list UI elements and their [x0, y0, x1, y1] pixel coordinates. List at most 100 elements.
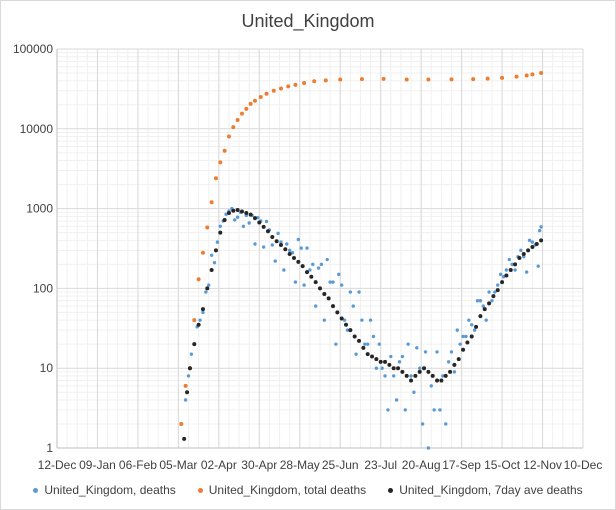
data-point — [500, 280, 505, 285]
x-tick-label: 12-Nov — [523, 458, 562, 472]
data-point — [334, 342, 338, 346]
data-point — [282, 268, 286, 272]
data-point — [248, 101, 253, 106]
legend-marker — [197, 487, 203, 493]
data-point — [192, 342, 197, 347]
legend-label: United_Kingdom, deaths — [44, 483, 176, 497]
data-point — [380, 366, 384, 370]
data-point — [256, 215, 260, 220]
data-point — [278, 242, 283, 247]
data-point — [418, 366, 422, 370]
y-tick-label: 10000 — [20, 122, 54, 136]
data-point — [200, 250, 205, 255]
data-point — [331, 304, 336, 309]
data-point — [397, 360, 402, 364]
data-point — [209, 253, 214, 257]
data-point — [200, 307, 205, 312]
data-point — [485, 76, 490, 81]
data-point — [391, 374, 396, 378]
data-point — [514, 74, 519, 79]
data-point — [443, 373, 448, 378]
data-point — [348, 328, 353, 333]
data-point — [423, 350, 428, 354]
data-point — [435, 350, 439, 354]
data-point — [293, 82, 298, 87]
data-point — [318, 286, 322, 291]
x-tick-label: 23-Jul — [364, 458, 397, 472]
data-point — [501, 275, 506, 279]
data-point — [270, 243, 275, 247]
data-point — [478, 314, 483, 319]
legend-label: United_Kingdom, 7day ave deaths — [399, 483, 583, 497]
data-point — [404, 373, 409, 378]
data-point — [226, 211, 231, 216]
data-point — [537, 228, 542, 233]
data-point — [474, 324, 479, 329]
data-point — [323, 78, 328, 83]
data-point — [415, 346, 419, 350]
x-tick-label: 25-Jun — [322, 458, 359, 472]
data-point — [429, 384, 433, 388]
data-point — [413, 373, 418, 378]
data-point — [487, 290, 491, 294]
data-point — [231, 208, 236, 213]
data-point — [235, 215, 240, 219]
legend-entry: United_Kingdom, total deaths — [197, 483, 366, 497]
data-point — [386, 408, 390, 412]
data-point — [351, 304, 355, 308]
data-point — [300, 264, 305, 269]
data-point — [387, 362, 392, 367]
data-point — [446, 360, 451, 364]
data-point — [470, 323, 474, 327]
data-point — [201, 310, 205, 315]
data-point — [198, 318, 202, 322]
data-point — [471, 77, 476, 82]
data-point — [359, 77, 364, 82]
x-tick-label: 17-Sep — [442, 458, 481, 472]
data-point — [456, 357, 461, 362]
data-point — [360, 318, 364, 322]
data-point — [302, 80, 307, 85]
data-point — [510, 262, 514, 267]
data-point — [257, 220, 262, 225]
x-tick-label: 05-Mar — [159, 458, 197, 472]
data-point — [233, 218, 237, 222]
data-point — [517, 256, 522, 261]
legend-marker — [388, 487, 394, 493]
data-point — [344, 322, 349, 327]
data-point — [185, 390, 190, 395]
legend-marker — [33, 487, 39, 493]
data-point — [400, 354, 405, 359]
data-point — [472, 328, 477, 332]
data-point — [278, 86, 283, 91]
data-point — [530, 245, 535, 250]
data-point — [394, 398, 399, 402]
y-tick-label: 100 — [33, 281, 53, 295]
x-tick-label: 20-Aug — [402, 458, 441, 472]
data-point — [213, 248, 218, 253]
data-point — [192, 318, 197, 323]
data-point — [426, 77, 431, 82]
data-point — [493, 290, 497, 294]
x-tick-label: 15-Oct — [484, 458, 521, 472]
data-point — [409, 374, 413, 378]
data-point — [530, 72, 535, 77]
data-point — [239, 111, 244, 116]
data-point — [469, 334, 474, 339]
data-point — [286, 84, 291, 89]
data-point — [338, 77, 343, 82]
data-point — [389, 354, 393, 359]
data-point — [504, 273, 509, 278]
data-point — [179, 421, 184, 426]
data-point — [196, 277, 201, 282]
data-point — [371, 334, 376, 339]
data-point — [357, 290, 361, 294]
data-point — [495, 288, 500, 293]
data-point — [302, 283, 306, 287]
data-point — [244, 106, 249, 111]
data-point — [299, 246, 303, 250]
data-point — [218, 160, 223, 165]
data-point — [504, 268, 509, 272]
data-point — [383, 374, 387, 378]
